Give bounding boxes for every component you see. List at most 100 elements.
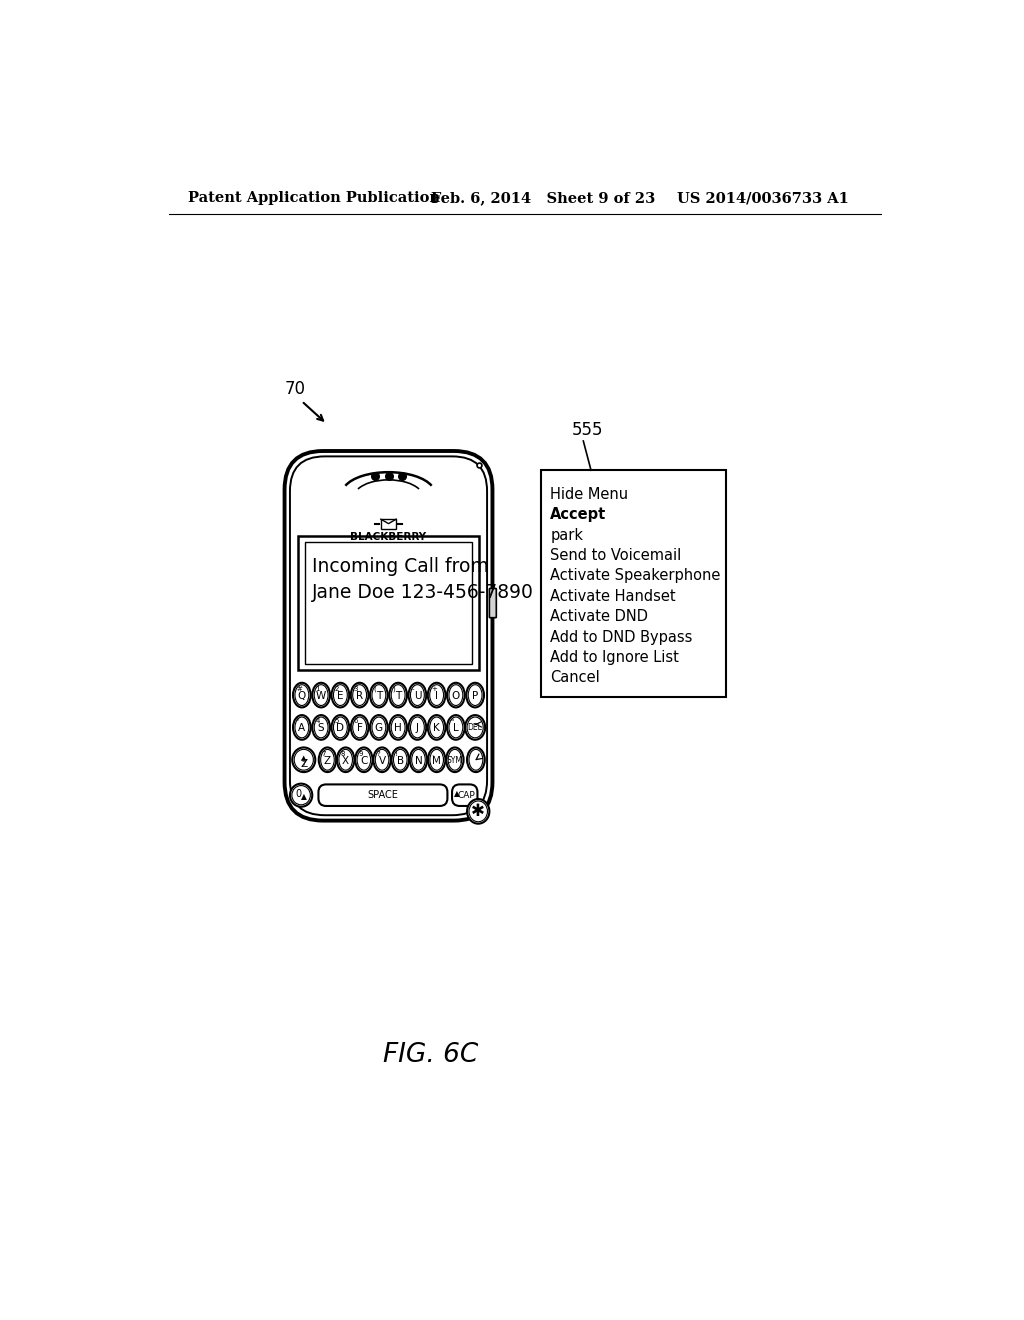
Ellipse shape xyxy=(314,717,328,738)
Text: ▲: ▲ xyxy=(454,789,460,799)
Text: P: P xyxy=(472,690,478,701)
Text: .: . xyxy=(431,751,433,756)
Text: Activate Handset: Activate Handset xyxy=(550,589,676,603)
FancyBboxPatch shape xyxy=(290,457,487,816)
Text: Patent Application Publication: Patent Application Publication xyxy=(188,191,440,206)
Ellipse shape xyxy=(352,717,367,738)
Text: BLACKBERRY: BLACKBERRY xyxy=(350,532,427,541)
Ellipse shape xyxy=(409,682,426,708)
Ellipse shape xyxy=(337,747,354,772)
Text: 70: 70 xyxy=(285,380,305,399)
Ellipse shape xyxy=(449,750,462,770)
Text: 9: 9 xyxy=(358,751,362,756)
Bar xyxy=(304,543,472,664)
Text: D: D xyxy=(337,723,344,733)
FancyBboxPatch shape xyxy=(318,784,447,807)
Ellipse shape xyxy=(292,747,315,772)
Ellipse shape xyxy=(312,682,330,708)
Text: F: F xyxy=(356,723,362,733)
Text: CAP: CAP xyxy=(458,791,475,800)
Text: US 2014/0036733 A1: US 2014/0036733 A1 xyxy=(677,191,849,206)
Bar xyxy=(541,470,726,697)
Ellipse shape xyxy=(447,682,465,708)
Ellipse shape xyxy=(351,715,369,739)
Text: ": " xyxy=(451,718,454,725)
Ellipse shape xyxy=(355,747,373,772)
Ellipse shape xyxy=(293,715,310,739)
Ellipse shape xyxy=(389,682,407,708)
Ellipse shape xyxy=(391,717,406,738)
Text: Hide Menu: Hide Menu xyxy=(550,487,629,502)
Text: U: U xyxy=(414,690,421,701)
Text: S: S xyxy=(317,723,325,733)
Text: W: W xyxy=(316,690,327,701)
Text: 7: 7 xyxy=(301,760,306,767)
Text: J: J xyxy=(416,723,419,733)
Ellipse shape xyxy=(446,747,464,772)
Ellipse shape xyxy=(428,682,445,708)
Text: ✱: ✱ xyxy=(471,803,485,820)
Text: Feb. 6, 2014   Sheet 9 of 23: Feb. 6, 2014 Sheet 9 of 23 xyxy=(431,191,655,206)
Ellipse shape xyxy=(467,717,483,738)
Ellipse shape xyxy=(332,682,349,708)
Text: !: ! xyxy=(394,751,397,756)
Ellipse shape xyxy=(290,784,312,807)
Ellipse shape xyxy=(430,717,443,738)
Text: G: G xyxy=(375,723,383,733)
Ellipse shape xyxy=(449,685,463,705)
Text: Accept: Accept xyxy=(550,507,606,523)
Ellipse shape xyxy=(295,685,309,705)
Text: (: ( xyxy=(373,686,376,693)
Ellipse shape xyxy=(334,717,347,738)
Text: ): ) xyxy=(392,686,395,693)
Text: 3: 3 xyxy=(354,686,358,692)
Ellipse shape xyxy=(357,750,371,770)
Ellipse shape xyxy=(393,750,408,770)
Ellipse shape xyxy=(370,682,388,708)
Text: 2: 2 xyxy=(335,686,339,692)
Text: ?: ? xyxy=(377,751,380,756)
Text: *: * xyxy=(296,718,299,725)
Ellipse shape xyxy=(351,682,369,708)
Ellipse shape xyxy=(412,750,425,770)
Text: M: M xyxy=(432,755,441,766)
Ellipse shape xyxy=(391,747,409,772)
Ellipse shape xyxy=(465,715,485,739)
Text: Z: Z xyxy=(324,755,331,766)
Text: 4: 4 xyxy=(315,718,319,725)
Ellipse shape xyxy=(428,747,445,772)
Ellipse shape xyxy=(410,747,427,772)
Text: Q: Q xyxy=(298,690,306,701)
Text: K: K xyxy=(433,723,440,733)
Ellipse shape xyxy=(332,715,349,739)
Text: +: + xyxy=(431,686,436,692)
Text: DEL: DEL xyxy=(468,723,482,731)
Text: T: T xyxy=(376,690,382,701)
Ellipse shape xyxy=(372,685,386,705)
Ellipse shape xyxy=(321,750,334,770)
FancyBboxPatch shape xyxy=(452,784,477,807)
Text: C: C xyxy=(360,755,368,766)
Ellipse shape xyxy=(372,717,386,738)
Ellipse shape xyxy=(370,715,388,739)
Text: FIG. 6C: FIG. 6C xyxy=(383,1043,478,1068)
Text: Incoming Call from: Incoming Call from xyxy=(312,557,489,577)
Text: SPACE: SPACE xyxy=(368,791,398,800)
Ellipse shape xyxy=(467,799,489,824)
Ellipse shape xyxy=(430,750,443,770)
Ellipse shape xyxy=(318,747,336,772)
Text: T: T xyxy=(395,690,401,701)
Ellipse shape xyxy=(411,717,424,738)
Text: B: B xyxy=(396,755,403,766)
Ellipse shape xyxy=(389,715,407,739)
Text: O: O xyxy=(452,690,460,701)
Text: X: X xyxy=(342,755,349,766)
Ellipse shape xyxy=(409,715,426,739)
Ellipse shape xyxy=(375,750,389,770)
Text: park: park xyxy=(550,528,584,543)
Text: Activate Speakerphone: Activate Speakerphone xyxy=(550,569,721,583)
Ellipse shape xyxy=(294,750,313,770)
Text: H: H xyxy=(394,723,402,733)
Text: #: # xyxy=(296,686,302,692)
Text: Z: Z xyxy=(300,759,307,768)
